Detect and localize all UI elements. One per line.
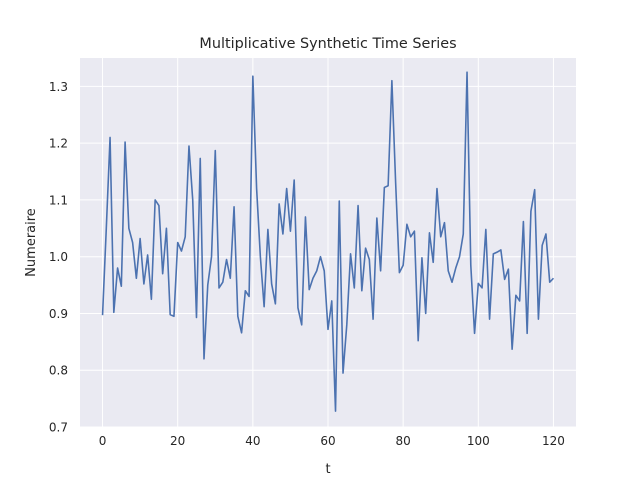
y-tick-label: 1.3 — [49, 80, 68, 94]
y-tick-label: 1.0 — [49, 250, 68, 264]
series-line-0 — [101, 71, 555, 412]
series-group — [101, 71, 555, 412]
x-tick-label: 40 — [245, 434, 260, 448]
y-axis-label: Numeraire — [24, 208, 39, 277]
y-tick-label: 1.2 — [49, 137, 68, 151]
y-axis: 0.7 0.8 0.9 1.0 1.1 1.2 1.3 — [49, 80, 68, 435]
y-tick-label: 0.9 — [49, 307, 68, 321]
y-tick-label: 1.1 — [49, 193, 68, 207]
x-tick-label: 120 — [542, 434, 565, 448]
x-axis-label: t — [325, 462, 330, 477]
x-tick-label: 100 — [467, 434, 490, 448]
y-tick-label: 0.7 — [49, 421, 68, 435]
x-axis: 0 20 40 60 80 100 120 — [99, 434, 565, 448]
x-tick-label: 20 — [170, 434, 185, 448]
x-tick-label: 80 — [396, 434, 411, 448]
y-tick-label: 0.8 — [49, 364, 68, 378]
chart-title: Multiplicative Synthetic Time Series — [199, 36, 456, 52]
x-tick-label: 0 — [99, 434, 107, 448]
x-tick-label: 60 — [320, 434, 335, 448]
